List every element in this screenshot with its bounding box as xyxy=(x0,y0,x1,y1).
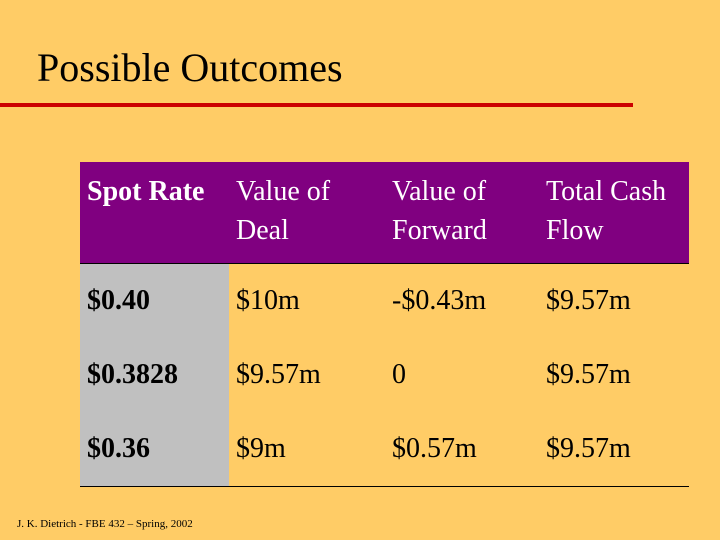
slide-title: Possible Outcomes xyxy=(37,45,343,90)
header-spot-rate: Spot Rate xyxy=(80,162,229,263)
cell-value-of-forward: -$0.43m xyxy=(392,285,487,316)
cell-value-of-deal: $9m xyxy=(236,433,286,464)
cell-value-of-deal: $10m xyxy=(236,285,300,316)
header-value-of-deal: Value of Deal xyxy=(229,162,385,263)
cell-spot-rate: $0.40 xyxy=(80,263,229,338)
cell-value-of-forward: 0 xyxy=(392,359,406,390)
title-underline xyxy=(0,103,633,107)
cell-spot-rate: $0.36 xyxy=(80,411,229,486)
cell-value-of-forward: $0.57m xyxy=(392,433,477,464)
cell-total-cash-flow: $9.57m xyxy=(546,433,631,464)
cell-spot-rate: $0.3828 xyxy=(80,337,229,412)
cell-total-cash-flow: $9.57m xyxy=(546,285,631,316)
cell-total-cash-flow: $9.57m xyxy=(546,359,631,390)
cell-value-of-deal: $9.57m xyxy=(236,359,321,390)
table-row: $0.3828 $9.57m 0 $9.57m xyxy=(80,337,689,412)
slide-footer: J. K. Dietrich - FBE 432 – Spring, 2002 xyxy=(17,518,193,530)
header-value-of-forward: Value of Forward xyxy=(385,162,539,263)
table-row: $0.40 $10m -$0.43m $9.57m xyxy=(80,263,689,338)
outcomes-table: Spot Rate Value of Deal Value of Forward… xyxy=(80,162,689,487)
header-total-cash-flow: Total Cash Flow xyxy=(539,162,689,263)
table-row: $0.36 $9m $0.57m $9.57m xyxy=(80,411,689,486)
table-header-row: Spot Rate Value of Deal Value of Forward… xyxy=(80,162,689,263)
